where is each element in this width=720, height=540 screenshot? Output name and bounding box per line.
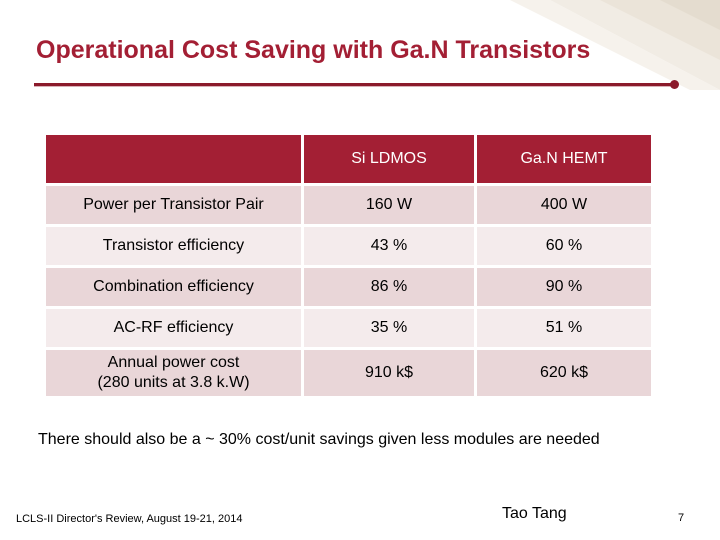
si-value: 910 k$	[304, 350, 477, 396]
table-row: Transistor efficiency 43 % 60 %	[46, 227, 651, 265]
table-header-row: Si LDMOS Ga.N HEMT	[46, 135, 651, 183]
si-value: 43 %	[304, 227, 477, 265]
gan-value: 620 k$	[477, 350, 651, 396]
corner-decoration	[510, 0, 720, 90]
gan-value: 400 W	[477, 186, 651, 224]
gan-value: 51 %	[477, 309, 651, 347]
row-label: Combination efficiency	[46, 268, 304, 306]
cost-comparison-table: Si LDMOS Ga.N HEMT Power per Transistor …	[46, 132, 651, 399]
page-number: 7	[678, 512, 685, 524]
gan-value: 90 %	[477, 268, 651, 306]
si-value: 86 %	[304, 268, 477, 306]
header-si-ldmos: Si LDMOS	[304, 135, 477, 183]
footer-author: Tao Tang	[502, 505, 567, 522]
table-row: AC-RF efficiency 35 % 51 %	[46, 309, 651, 347]
row-label-line2: (280 units at 3.8 k.W)	[97, 374, 250, 391]
title-underline-dot	[670, 80, 679, 89]
row-label-line1: Annual power cost	[107, 354, 240, 371]
footer-event: LCLS-II Director's Review, August 19-21,…	[16, 513, 243, 525]
row-label: AC-RF efficiency	[46, 309, 304, 347]
table-row: Combination efficiency 86 % 90 %	[46, 268, 651, 306]
si-value: 35 %	[304, 309, 477, 347]
gan-value: 60 %	[477, 227, 651, 265]
table-row: Power per Transistor Pair 160 W 400 W	[46, 186, 651, 224]
header-empty-cell	[46, 135, 304, 183]
title-underline	[34, 83, 674, 86]
row-label: Annual power cost (280 units at 3.8 k.W)	[46, 350, 304, 396]
table-row: Annual power cost (280 units at 3.8 k.W)…	[46, 350, 651, 396]
slide-title: Operational Cost Saving with Ga.N Transi…	[36, 36, 591, 64]
savings-note: There should also be a ~ 30% cost/unit s…	[38, 431, 600, 448]
row-label: Transistor efficiency	[46, 227, 304, 265]
si-value: 160 W	[304, 186, 477, 224]
title-underline-shadow	[34, 86, 674, 87]
header-gan-hemt: Ga.N HEMT	[477, 135, 651, 183]
row-label: Power per Transistor Pair	[46, 186, 304, 224]
